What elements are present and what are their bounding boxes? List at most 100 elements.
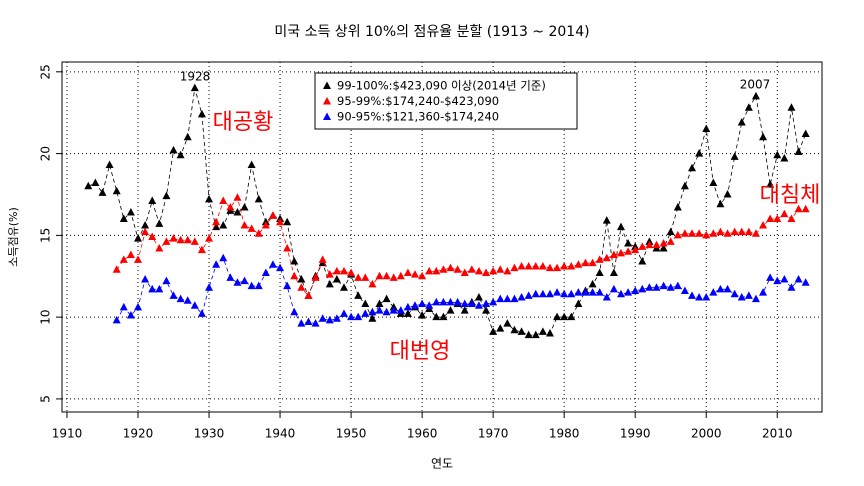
point [503, 294, 512, 303]
point [396, 306, 405, 314]
point [503, 319, 512, 327]
point [737, 293, 746, 301]
point [190, 237, 199, 245]
point [219, 221, 228, 229]
point [418, 299, 427, 308]
point [318, 314, 327, 322]
point [744, 227, 753, 236]
point [460, 268, 469, 276]
point [155, 219, 164, 227]
point [354, 291, 363, 299]
point [382, 271, 391, 280]
point [510, 263, 519, 272]
x-tick-label: 2010 [762, 427, 793, 441]
point [446, 263, 455, 272]
x-tick-label: 1940 [265, 427, 296, 441]
point [780, 275, 789, 283]
point [595, 288, 604, 296]
point [588, 288, 597, 296]
point [524, 291, 533, 299]
point [716, 199, 725, 208]
annotation: 대공황 [213, 110, 274, 135]
point [375, 299, 384, 308]
point [283, 281, 292, 290]
legend-marker [323, 97, 331, 105]
point [780, 209, 789, 218]
point [141, 221, 150, 229]
series-line [116, 257, 806, 325]
point [709, 178, 718, 187]
point [467, 265, 476, 273]
point [531, 289, 540, 298]
point [773, 150, 782, 159]
legend-label: 95-99%:$174,240-$423,090 [337, 94, 499, 108]
point [702, 293, 711, 301]
point [134, 255, 142, 263]
point [517, 327, 526, 335]
point [233, 278, 242, 286]
point [446, 297, 455, 306]
point [759, 221, 768, 229]
point [432, 312, 441, 321]
point [91, 178, 100, 187]
point [659, 281, 668, 290]
point [112, 315, 121, 324]
point [254, 229, 263, 237]
point [673, 281, 682, 290]
y-tick-label: 25 [39, 64, 53, 79]
point [723, 229, 732, 237]
point [581, 258, 590, 267]
point [567, 261, 576, 270]
point [155, 284, 164, 293]
point [418, 311, 427, 319]
legend-label: 90-95%:$121,360-$174,240 [337, 110, 499, 124]
point [709, 229, 718, 237]
point [162, 237, 171, 245]
point [723, 189, 732, 198]
point [247, 160, 256, 169]
point [332, 275, 341, 283]
point [396, 271, 405, 280]
point [460, 306, 469, 314]
point [794, 147, 803, 155]
point [297, 283, 306, 291]
point [524, 330, 533, 339]
point [268, 211, 277, 219]
point [148, 232, 157, 240]
point [695, 149, 704, 157]
point [496, 294, 505, 303]
point [389, 273, 398, 281]
point [389, 306, 398, 314]
point [638, 242, 647, 250]
point [325, 279, 334, 288]
point [545, 289, 554, 298]
point [332, 266, 341, 275]
point [773, 276, 782, 285]
point [624, 288, 633, 296]
point [325, 270, 334, 278]
point [538, 289, 547, 298]
point [666, 237, 675, 245]
x-tick-label: 1980 [549, 427, 580, 441]
point [290, 307, 299, 316]
point [751, 294, 760, 303]
point [411, 301, 420, 309]
point [602, 253, 611, 262]
point [553, 312, 562, 321]
point [339, 309, 348, 317]
point [695, 229, 704, 237]
point [659, 239, 668, 247]
point [141, 227, 150, 236]
x-tick-label: 2000 [691, 427, 722, 441]
point [482, 306, 491, 314]
point [794, 275, 803, 283]
point [560, 312, 569, 321]
point [503, 266, 512, 275]
point [560, 289, 569, 298]
point [645, 240, 654, 249]
point [148, 196, 157, 205]
point [602, 216, 611, 224]
point [673, 230, 682, 239]
point [212, 222, 221, 231]
point [311, 273, 320, 281]
